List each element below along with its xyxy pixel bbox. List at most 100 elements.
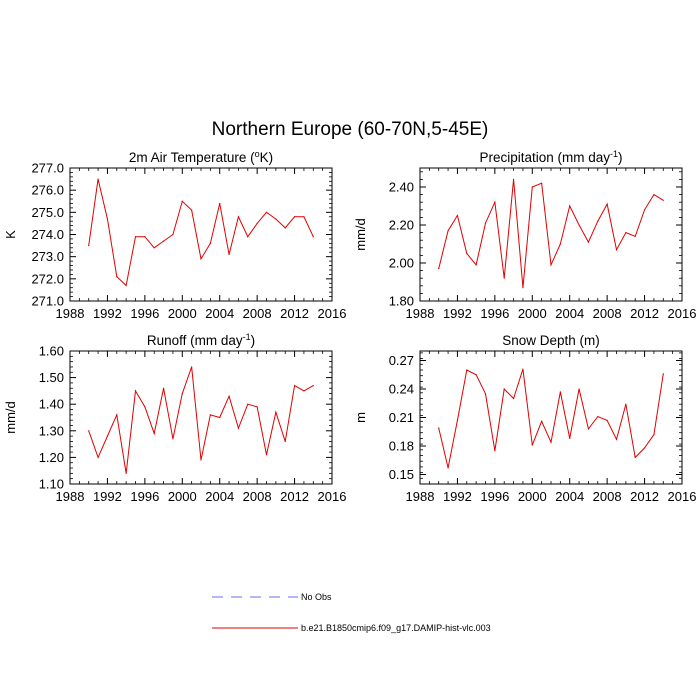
data-point [191,209,193,211]
data-point [653,194,655,196]
data-point [219,202,221,205]
panel-1: 2m Air Temperature (oK) K 1988 1992 1996 2000… [3,149,346,321]
data-point [662,373,664,375]
y-tick-label: 0.27 [389,353,414,368]
data-point [531,186,533,188]
data-point [116,414,118,416]
data-point [503,277,505,279]
data-point [559,391,561,393]
data-point [162,387,165,389]
y-axis-label: mm/d [353,218,368,251]
data-point [303,216,305,218]
x-tick-label: 1996 [130,489,159,504]
panel-title: 2m Air Temperature (oK) [129,149,273,165]
data-point [88,244,90,247]
y-tick-label: 2.00 [389,256,414,271]
data-point [97,178,99,180]
data-point [275,218,277,220]
x-tick-label: 1996 [480,489,509,504]
data-point [237,427,240,429]
data-point [587,241,590,243]
y-tick-label: 271.0 [31,294,64,309]
x-tick-label: 2016 [318,489,347,504]
data-point [634,235,636,237]
x-tick-label: 2000 [518,489,547,504]
data-point [625,232,627,234]
data-point [153,247,155,249]
data-point [531,444,533,446]
x-tick-label: 1992 [443,306,472,321]
data-point [597,220,599,222]
x-tick-label: 2004 [555,306,584,321]
panels: 2m Air Temperature (oK) K 1988 1992 1996 2000… [3,149,696,504]
data-point [643,209,646,211]
x-tick-label: 2004 [205,306,234,321]
data-point [200,258,202,260]
data-point [191,366,193,368]
data-point [172,438,174,440]
y-tick-label: 1.50 [39,370,64,385]
x-tick-label: 1992 [93,489,122,504]
plot-frame [69,167,333,302]
data-point [643,447,646,449]
y-axis-label: m [353,412,368,423]
data-point [153,432,155,435]
plot-frame [419,350,683,485]
data-point [512,397,515,400]
data-point [550,264,552,266]
legend: No Obs b.e21.B1850cmip6.f09_g17.DAMIP-his… [212,592,491,633]
x-tick-label: 1988 [56,489,85,504]
data-point [456,214,459,217]
x-tick-label: 1988 [56,306,85,321]
data-point [541,182,543,184]
y-tick-label: 0.24 [389,382,414,397]
y-tick-label: 272.0 [31,271,64,286]
panel-title: Snow Depth (m) [502,333,600,348]
data-point [106,435,109,437]
series-line [438,179,664,288]
data-point [653,434,655,436]
legend-label: b.e21.B1850cmip6.f09_g17.DAMIP-hist-vlc.… [301,623,491,633]
data-point [172,233,174,236]
x-tick-label: 2000 [518,306,547,321]
data-point [144,236,146,238]
y-tick-label: 0.15 [389,467,414,482]
data-point [219,416,221,419]
plot-frame [419,167,683,302]
data-point [265,211,268,213]
data-point [162,240,165,242]
data-point [312,236,314,238]
data-point [125,284,127,287]
y-tick-label: 274.0 [31,227,64,242]
data-point [484,393,487,395]
x-tick-label: 2008 [243,489,272,504]
data-point [312,384,314,387]
data-point [293,216,296,218]
panel-title: Runoff (mm day-1) [147,332,255,348]
x-tick-label: 2008 [593,489,622,504]
data-point [587,428,590,430]
data-point [438,268,440,270]
x-tick-label: 2012 [630,489,659,504]
y-tick-label: 2.40 [389,180,414,195]
data-point [228,253,230,256]
data-point [606,419,608,421]
data-point [88,430,90,432]
data-point [475,264,477,266]
data-point [522,368,524,370]
data-point [522,287,524,289]
data-point [106,218,109,220]
x-tick-label: 1996 [480,306,509,321]
panel-3: Runoff (mm day-1) mm/d 1988 1992 1996 2000 200… [3,332,346,504]
data-point [125,472,127,474]
plot-frame [69,350,333,485]
x-tick-label: 2012 [630,306,659,321]
series-line [438,368,664,468]
x-tick-label: 2012 [280,306,309,321]
x-tick-label: 2004 [205,489,234,504]
y-tick-label: 277.0 [31,161,64,176]
data-point [293,384,296,387]
data-point [134,390,137,392]
data-point [209,242,211,244]
x-tick-label: 2016 [668,489,697,504]
